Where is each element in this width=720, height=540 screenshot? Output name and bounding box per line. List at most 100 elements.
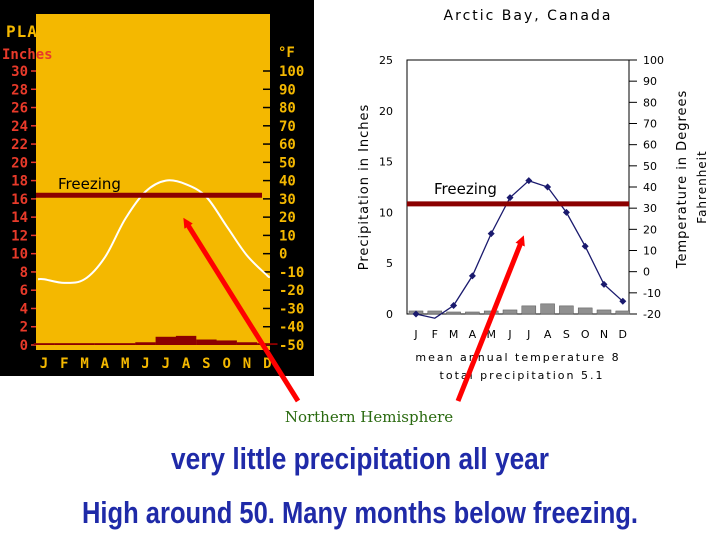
right-precip-bar bbox=[446, 311, 461, 315]
left-fahrenheit-tick-label: 20 bbox=[279, 210, 296, 226]
right-temp-point bbox=[562, 208, 570, 216]
right-temp-tick-label: 20 bbox=[643, 223, 657, 236]
left-month-label: N bbox=[243, 356, 251, 372]
left-fahrenheit-tick-label: -20 bbox=[279, 283, 304, 299]
right-temp-tick-label: 100 bbox=[643, 54, 664, 67]
right-temp-tick-label: 40 bbox=[643, 181, 657, 194]
left-inch-tick-label: 4 bbox=[20, 301, 28, 317]
left-precip-bar bbox=[94, 343, 116, 345]
left-inch-tick-label: 10 bbox=[11, 247, 28, 263]
right-temp-tick-label: 80 bbox=[643, 96, 657, 109]
left-inch-tick-label: 16 bbox=[11, 192, 28, 208]
right-temp-point bbox=[468, 272, 476, 280]
right-caption-total-precipitation: total precipitation 5.1 bbox=[440, 369, 605, 382]
right-month-label: A bbox=[469, 328, 477, 341]
right-month-label: F bbox=[432, 328, 438, 341]
right-temperature-line bbox=[415, 179, 624, 319]
right-plot-frame bbox=[406, 59, 630, 315]
right-temperature-points bbox=[412, 177, 627, 318]
left-chart-fahrenheit-ticks: -50 -40 -30 -20 -10 0 10 20 30 40 50 60 70 80 90 100 bbox=[279, 64, 304, 354]
left-fahrenheit-tick-label: -30 bbox=[279, 301, 304, 317]
left-precip-bar bbox=[135, 342, 156, 345]
right-temp-point bbox=[581, 242, 589, 250]
right-month-label: D bbox=[619, 328, 627, 341]
left-inch-tick-label: 6 bbox=[20, 283, 28, 299]
left-precip-bar bbox=[257, 343, 278, 345]
left-month-label: A bbox=[182, 356, 191, 372]
right-month-label: J bbox=[507, 328, 511, 341]
right-precip-bar bbox=[577, 307, 593, 315]
right-caption-mean-temperature: mean annual temperature 8 bbox=[415, 351, 620, 364]
left-inch-tick-label: 30 bbox=[11, 64, 28, 80]
arrow-to-arctic-bay-peak bbox=[455, 235, 525, 402]
left-inch-tick-label: 26 bbox=[11, 101, 28, 117]
left-inch-tick-label: 22 bbox=[11, 137, 28, 153]
right-precip-tick-label: 25 bbox=[379, 54, 393, 67]
left-month-label: M bbox=[80, 356, 88, 372]
right-precip-bar bbox=[427, 310, 443, 315]
left-fahrenheit-tick-label: 10 bbox=[279, 228, 296, 244]
left-precip-bar bbox=[54, 343, 75, 345]
right-temp-point bbox=[525, 177, 533, 185]
left-month-label: M bbox=[121, 356, 129, 372]
left-precip-bar bbox=[33, 343, 55, 345]
left-fahrenheit-tick-label: 90 bbox=[279, 82, 296, 98]
left-fahrenheit-tick-label: 0 bbox=[279, 247, 287, 263]
right-precip-bar bbox=[615, 310, 631, 315]
right-temp-point bbox=[600, 280, 608, 288]
right-temp-tick-label: 0 bbox=[643, 266, 650, 279]
left-precip-bar bbox=[115, 343, 136, 345]
right-temp-point bbox=[412, 310, 420, 318]
left-freezing-label: Freezing bbox=[58, 175, 121, 193]
left-inch-tick-label: 28 bbox=[11, 82, 28, 98]
arctic-bay-climate-chart: Arctic Bay, Canada Precipitation in Inch… bbox=[357, 8, 709, 382]
left-month-label: A bbox=[101, 356, 110, 372]
left-fahrenheit-tick-label: -40 bbox=[279, 320, 304, 336]
right-precip-axis-label: Precipitation in Inches bbox=[357, 104, 372, 271]
left-inch-tick-label: 14 bbox=[11, 210, 28, 226]
right-precip-tick-label: 0 bbox=[386, 308, 393, 321]
headline-precipitation: very little precipitation all year bbox=[171, 441, 549, 476]
right-chart-temp-ticks: -20 -10 0 10 20 30 40 50 60 70 80 90 100 bbox=[629, 54, 664, 321]
right-precip-tick-label: 5 bbox=[386, 257, 393, 270]
right-temp-point bbox=[487, 230, 495, 238]
right-precip-bar bbox=[502, 309, 518, 315]
right-month-label: J bbox=[526, 328, 530, 341]
right-temp-tick-label: 50 bbox=[643, 160, 657, 173]
left-inch-tick-label: 20 bbox=[11, 155, 28, 171]
left-precip-bar bbox=[155, 336, 176, 345]
arrow-to-barrow-peak bbox=[183, 217, 301, 403]
left-month-label: J bbox=[162, 356, 170, 372]
left-precipitation-bars bbox=[33, 335, 278, 345]
right-temp-point bbox=[506, 194, 514, 202]
left-inch-tick-label: 8 bbox=[20, 265, 28, 281]
left-inch-tick-label: 18 bbox=[11, 174, 28, 190]
left-fahrenheit-tick-label: 70 bbox=[279, 119, 296, 135]
right-month-label: J bbox=[413, 328, 417, 341]
left-temperature-line bbox=[37, 179, 271, 284]
left-month-label: S bbox=[202, 356, 210, 372]
left-precip-bar bbox=[175, 335, 197, 345]
right-month-label: N bbox=[600, 328, 608, 341]
right-chart-title: Arctic Bay, Canada bbox=[444, 8, 613, 24]
right-temp-point bbox=[619, 297, 627, 305]
left-fahrenheit-tick-label: 50 bbox=[279, 155, 296, 171]
right-precip-bar bbox=[521, 305, 537, 315]
right-temp-axis-label-1: Temperature in Degrees bbox=[675, 90, 690, 270]
right-temp-axis-label-2: Fahrenheit bbox=[695, 150, 709, 223]
right-temp-tick-label: 10 bbox=[643, 245, 657, 258]
right-month-label: O bbox=[581, 328, 590, 341]
left-unit-fahrenheit: °F bbox=[278, 45, 295, 61]
left-month-label: J bbox=[141, 356, 149, 372]
right-precip-tick-label: 10 bbox=[379, 206, 393, 219]
left-precip-bar bbox=[196, 339, 217, 345]
right-precip-bar bbox=[540, 303, 555, 315]
left-inch-tick-label: 12 bbox=[11, 228, 28, 244]
right-temp-tick-label: 60 bbox=[643, 139, 657, 152]
left-fahrenheit-tick-label: 60 bbox=[279, 137, 296, 153]
right-temp-tick-label: -10 bbox=[643, 287, 661, 300]
